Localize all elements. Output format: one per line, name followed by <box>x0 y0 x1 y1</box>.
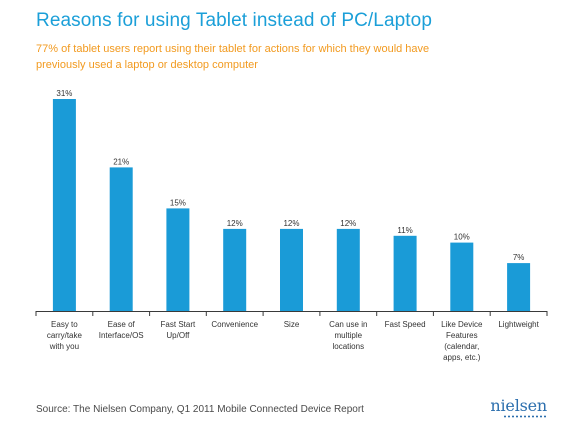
bar-0 <box>52 99 76 311</box>
category-label-line: Convenience <box>211 320 258 329</box>
data-label-6: 11% <box>397 226 412 235</box>
bar-8 <box>507 263 531 311</box>
category-label-6: Fast Speed <box>385 320 426 329</box>
bar-4 <box>280 228 303 311</box>
category-label-line: Size <box>284 320 300 329</box>
category-label-line: locations <box>333 342 365 351</box>
x-axis <box>35 311 548 316</box>
bar-2 <box>166 208 190 311</box>
category-label-line: Ease of <box>108 320 136 329</box>
category-label-line: Features <box>446 331 478 340</box>
category-label-line: Up/Off <box>166 331 190 340</box>
category-labels-group: Easy to carry/take with you Ease of Interfac… <box>47 320 540 362</box>
source-note: Source: The Nielsen Company, Q1 2011 Mob… <box>36 404 364 415</box>
bar-5 <box>336 228 360 311</box>
data-label-5: 12% <box>340 219 356 228</box>
bar-7 <box>450 242 474 311</box>
chart-subtitle: 77% of tablet users report using their t… <box>36 43 430 71</box>
category-label-line: apps, etc.) <box>443 353 481 362</box>
category-label-line: multiple <box>335 331 363 340</box>
nielsen-logo: nielsen <box>490 396 547 415</box>
category-label-line: with you <box>49 342 79 351</box>
chart-title: Reasons for using Tablet instead of PC/L… <box>36 10 433 31</box>
category-label-line: Interface/OS <box>99 331 144 340</box>
category-label-3: Convenience <box>211 320 258 329</box>
bars-group <box>52 99 531 311</box>
category-label-0: Easy to carry/take with you <box>47 320 83 351</box>
data-label-1: 21% <box>113 157 129 166</box>
data-label-4: 12% <box>283 219 299 228</box>
data-label-0: 31% <box>56 89 72 98</box>
data-labels-group: 31% 21% 15% 12% 12% 12% 11% 10% 7% <box>56 89 524 262</box>
category-label-5: Can use in multiple locations <box>329 320 367 351</box>
category-label-line: Fast Start <box>161 320 196 329</box>
category-label-2: Fast Start Up/Off <box>161 320 196 340</box>
logo-dots-decoration <box>503 415 547 418</box>
bar-3 <box>223 228 247 311</box>
category-label-line: Fast Speed <box>385 320 426 329</box>
category-label-line: Like Device <box>441 320 483 329</box>
data-label-7: 10% <box>454 233 470 242</box>
category-label-7: Like Device Features (calendar, apps, etc.) <box>441 320 483 362</box>
category-label-1: Ease of Interface/OS <box>99 320 144 340</box>
category-label-4: Size <box>284 320 300 329</box>
data-label-3: 12% <box>227 219 243 228</box>
category-label-line: Easy to <box>51 320 78 329</box>
category-label-line: Lightweight <box>498 320 539 329</box>
category-label-line: (calendar, <box>444 342 479 351</box>
category-label-line: carry/take <box>47 331 83 340</box>
bar-6 <box>393 235 417 311</box>
data-label-2: 15% <box>170 198 186 207</box>
bar-1 <box>109 167 133 311</box>
category-label-8: Lightweight <box>498 320 539 329</box>
category-label-line: Can use in <box>329 320 367 329</box>
data-label-8: 7% <box>513 253 525 262</box>
